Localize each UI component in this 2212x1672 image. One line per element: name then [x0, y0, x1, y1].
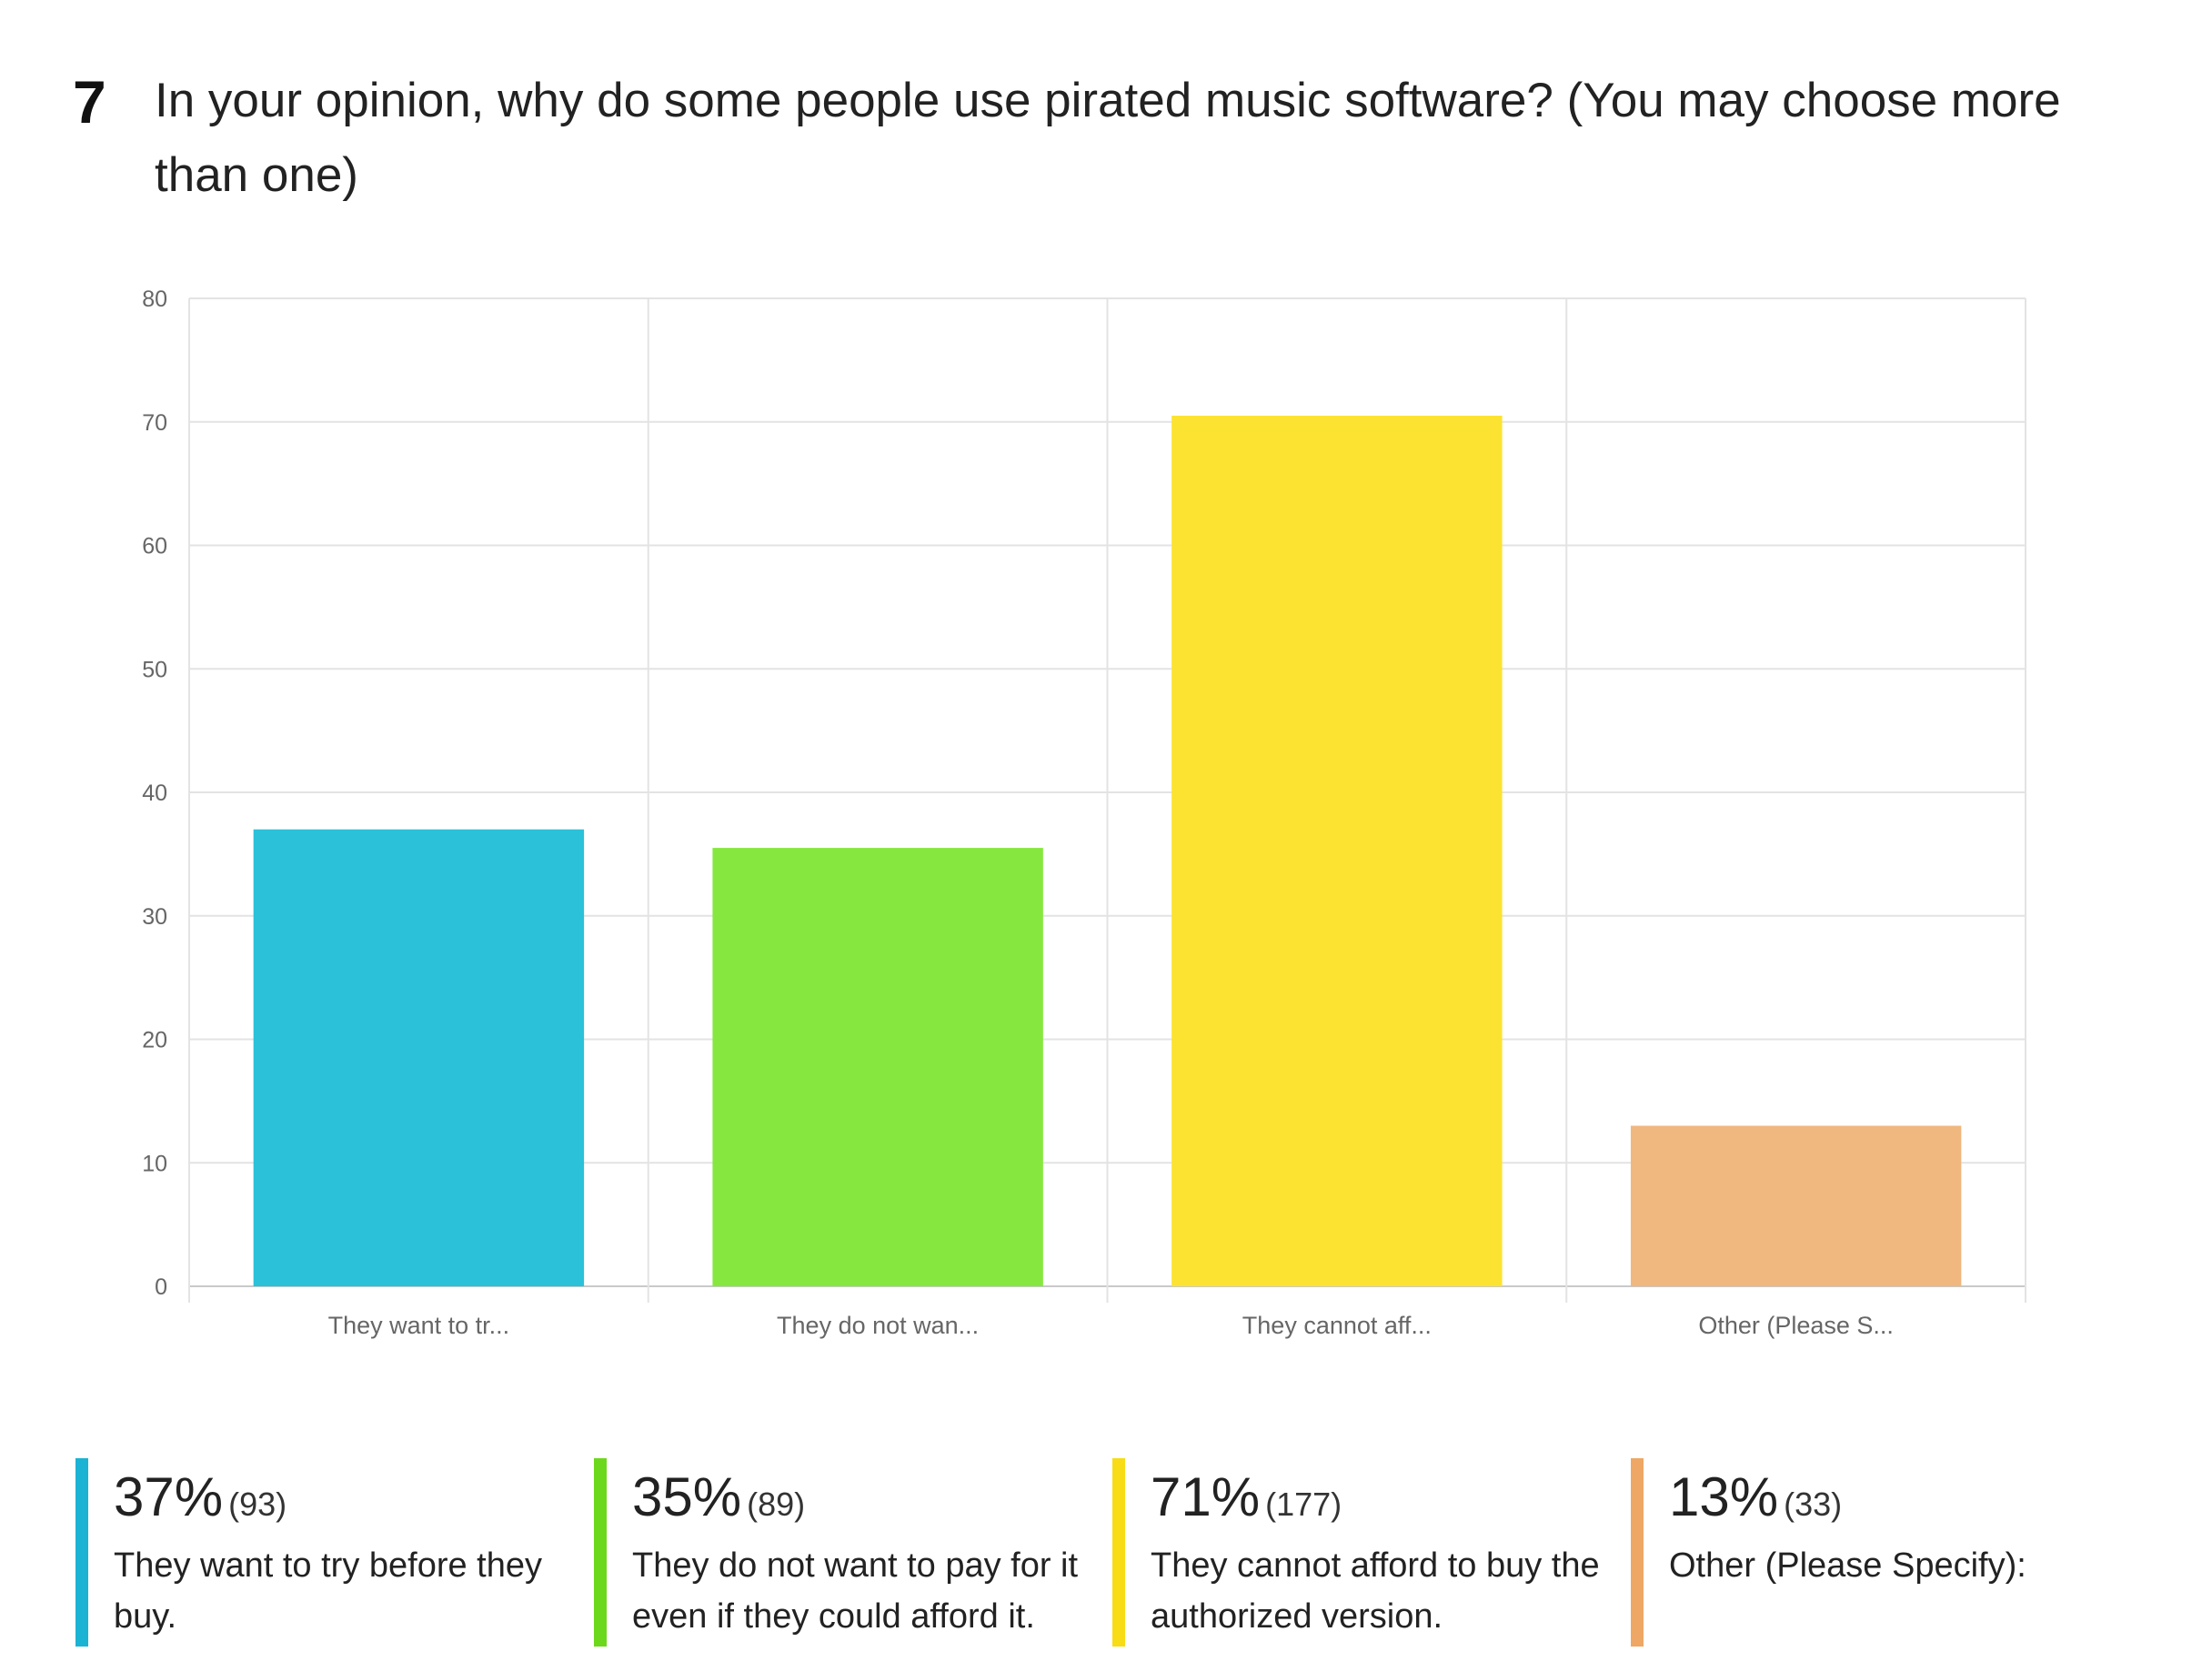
legend-label: They do not want to pay for it even if t… — [632, 1546, 1079, 1636]
legend-label: Other (Please Specify): — [1669, 1546, 2026, 1585]
legend-color-bar — [75, 1458, 88, 1647]
legend-color-bar — [594, 1458, 607, 1647]
legend-percent: 13% — [1669, 1466, 1779, 1527]
question-number: 7 — [73, 68, 106, 136]
x-tick-label: They do not wan... — [777, 1312, 979, 1339]
question-text: In your opinion, why do some people use … — [155, 74, 2061, 202]
y-tick-label: 20 — [142, 1028, 167, 1053]
bar — [712, 848, 1043, 1286]
y-tick-label: 40 — [142, 781, 167, 806]
x-tick-label: They cannot aff... — [1242, 1312, 1432, 1339]
legend-percent: 37% — [114, 1466, 224, 1527]
y-tick-label: 60 — [142, 534, 167, 559]
bar — [1630, 1125, 1962, 1286]
x-tick-label: They want to tr... — [328, 1312, 510, 1339]
y-tick-label: 0 — [155, 1274, 167, 1300]
y-tick-label: 80 — [142, 287, 167, 312]
legend-color-bar — [1112, 1458, 1125, 1647]
legend-count: (177) — [1265, 1486, 1342, 1523]
bar — [1171, 415, 1503, 1286]
y-tick-label: 30 — [142, 904, 167, 930]
legend-label: They cannot afford to buy the authorized… — [1151, 1546, 1600, 1636]
bar — [253, 829, 585, 1286]
y-tick-label: 70 — [142, 410, 167, 436]
legend-color-bar — [1631, 1458, 1644, 1647]
legend-percent: 35% — [632, 1466, 742, 1527]
legend-count: (33) — [1784, 1486, 1843, 1523]
legend-label: They want to try before they buy. — [114, 1546, 543, 1636]
bar-chart: 0 10 20 30 40 50 60 70 80 They want to tr... They … — [142, 287, 2026, 1339]
legend-count: (89) — [747, 1486, 806, 1523]
y-tick-label: 50 — [142, 657, 167, 682]
legend-count: (93) — [228, 1486, 287, 1523]
legend-percent: 71% — [1151, 1466, 1261, 1527]
y-tick-label: 10 — [142, 1151, 167, 1176]
x-tick-label: Other (Please S... — [1698, 1312, 1894, 1339]
